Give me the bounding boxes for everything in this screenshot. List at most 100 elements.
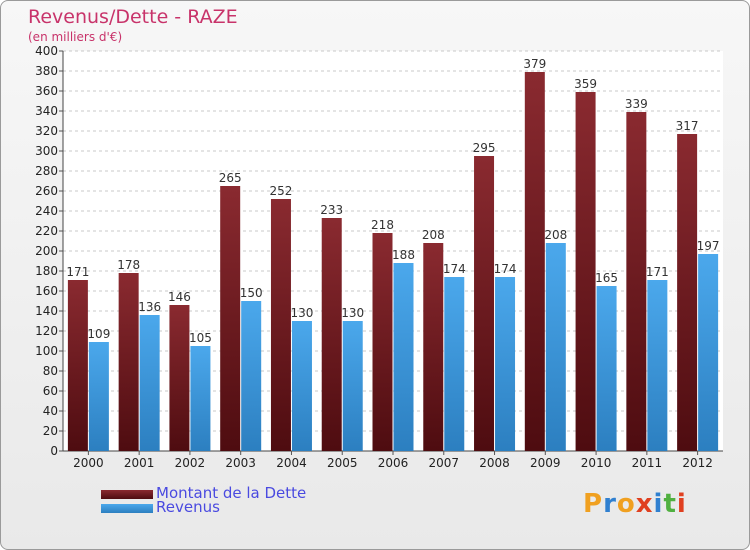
data-label-dette: 171 <box>66 265 89 279</box>
bar-dette <box>677 134 698 451</box>
data-label-revenus: 171 <box>646 265 669 279</box>
bar-revenus <box>190 346 211 451</box>
bar-dette <box>423 243 444 451</box>
y-tick-label: 120 <box>35 324 58 338</box>
bar-revenus <box>444 277 465 451</box>
bar-revenus <box>495 277 516 451</box>
x-tick-label: 2000 <box>73 456 104 470</box>
y-tick-label: 140 <box>35 304 58 318</box>
legend-swatch-dette <box>101 490 153 499</box>
data-label-revenus: 174 <box>443 262 466 276</box>
y-tick-label: 360 <box>35 84 58 98</box>
y-tick-label: 320 <box>35 124 58 138</box>
x-tick-label: 2008 <box>479 456 510 470</box>
x-tick-label: 2012 <box>682 456 713 470</box>
bar-dette <box>372 233 393 451</box>
bar-revenus <box>342 321 363 451</box>
data-label-revenus: 136 <box>138 300 161 314</box>
data-label-dette: 178 <box>117 258 140 272</box>
y-tick-label: 160 <box>35 284 58 298</box>
x-tick-label: 2005 <box>327 456 358 470</box>
y-tick-label: 400 <box>35 44 58 58</box>
bar-dette <box>575 92 596 451</box>
logo-letter: x <box>635 489 654 519</box>
y-tick-label: 100 <box>35 344 58 358</box>
x-tick-label: 2006 <box>378 456 409 470</box>
x-tick-label: 2011 <box>632 456 663 470</box>
legend-label-dette: Montant de la Dette <box>156 484 307 502</box>
x-tick-label: 2009 <box>530 456 561 470</box>
x-tick-label: 2001 <box>124 456 155 470</box>
bar-dette <box>321 218 342 451</box>
bar-dette <box>67 280 88 451</box>
x-tick-label: 2003 <box>225 456 256 470</box>
data-label-revenus: 130 <box>341 306 364 320</box>
data-label-dette: 379 <box>523 57 546 71</box>
bar-dette <box>169 305 190 451</box>
x-tick-label: 2010 <box>581 456 612 470</box>
bar-revenus <box>139 315 160 451</box>
logo-letter: i <box>676 489 687 519</box>
bar-dette <box>626 112 647 451</box>
proxiti-logo: Proxiti <box>583 489 687 519</box>
x-tick-label: 2007 <box>428 456 459 470</box>
bar-revenus <box>698 254 719 451</box>
data-label-dette: 265 <box>219 171 242 185</box>
bar-dette <box>474 156 495 451</box>
bar-dette <box>270 199 291 451</box>
bar-revenus <box>596 286 617 451</box>
bar-dette <box>524 72 545 451</box>
data-label-dette: 208 <box>422 228 445 242</box>
chart-subtitle: (en milliers d'€) <box>28 30 123 44</box>
bar-revenus <box>545 243 566 451</box>
data-label-dette: 146 <box>168 290 191 304</box>
y-tick-label: 200 <box>35 244 58 258</box>
x-tick-label: 2004 <box>276 456 307 470</box>
data-label-revenus: 105 <box>189 331 212 345</box>
data-label-revenus: 197 <box>697 239 720 253</box>
data-label-revenus: 208 <box>544 228 567 242</box>
y-tick-label: 20 <box>43 424 58 438</box>
data-label-dette: 339 <box>625 97 648 111</box>
data-label-dette: 317 <box>676 119 699 133</box>
y-tick-label: 380 <box>35 64 58 78</box>
y-tick-label: 260 <box>35 184 58 198</box>
legend-label-revenus: Revenus <box>156 498 220 516</box>
bar-revenus <box>241 301 262 451</box>
data-label-dette: 295 <box>473 141 496 155</box>
data-label-dette: 359 <box>574 77 597 91</box>
chart-title: Revenus/Dette - RAZE <box>28 6 238 28</box>
y-tick-label: 240 <box>35 204 58 218</box>
y-tick-label: 280 <box>35 164 58 178</box>
y-tick-label: 340 <box>35 104 58 118</box>
y-tick-label: 60 <box>43 384 58 398</box>
legend-swatch-revenus <box>101 504 153 513</box>
bar-revenus <box>88 342 109 451</box>
data-label-revenus: 150 <box>240 286 263 300</box>
logo-letter: r <box>603 489 617 519</box>
logo-letter: i <box>653 489 664 519</box>
logo-letter: P <box>583 489 604 519</box>
data-label-dette: 218 <box>371 218 394 232</box>
data-label-revenus: 130 <box>291 306 314 320</box>
bar-revenus <box>647 280 668 451</box>
y-tick-label: 0 <box>50 444 58 458</box>
x-tick-label: 2002 <box>175 456 206 470</box>
bar-revenus <box>291 321 312 451</box>
data-label-revenus: 109 <box>87 327 110 341</box>
logo-letter: t <box>663 489 677 519</box>
data-label-revenus: 165 <box>595 271 618 285</box>
y-tick-label: 80 <box>43 364 58 378</box>
y-tick-label: 300 <box>35 144 58 158</box>
bar-dette <box>118 273 139 451</box>
logo-letter: o <box>616 489 636 519</box>
y-tick-label: 40 <box>43 404 58 418</box>
data-label-revenus: 188 <box>392 248 415 262</box>
y-tick-label: 180 <box>35 264 58 278</box>
data-label-revenus: 174 <box>494 262 517 276</box>
y-tick-label: 220 <box>35 224 58 238</box>
data-label-dette: 252 <box>270 184 293 198</box>
bar-revenus <box>393 263 414 451</box>
